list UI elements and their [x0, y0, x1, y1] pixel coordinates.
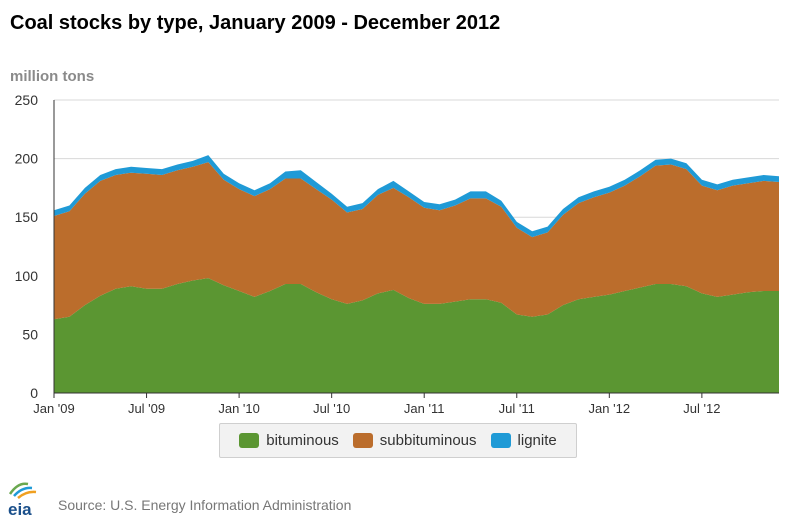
eia-logo: eia — [8, 482, 37, 518]
x-tick-label-2010-07: Jul '10 — [313, 401, 350, 416]
y-axis-unit-label: million tons — [10, 68, 95, 85]
legend-swatch-subbituminous — [352, 433, 373, 448]
x-tick-label-2009-07: Jul '09 — [128, 401, 165, 416]
legend-label-lignite: lignite — [517, 432, 557, 449]
y-tick-label-0: 0 — [30, 385, 38, 401]
coal-stocks-area-chart: 0 50 100 150 200 250 Jan '09 Jul '09 Jan '10 Jul … — [15, 92, 779, 416]
legend-item-subbituminous[interactable]: subbituminous — [352, 432, 477, 449]
legend-label-bituminous: bituminous — [266, 432, 339, 449]
x-tick-label-2010-01: Jan '10 — [218, 401, 260, 416]
x-tick-label-2009-01: Jan '09 — [33, 401, 75, 416]
y-tick-label-250: 250 — [15, 92, 39, 108]
x-tick-label-2011-07: Jul '11 — [499, 401, 535, 416]
chart-title: Coal stocks by type, January 2009 - Dece… — [10, 12, 501, 34]
x-tick-label-2012-07: Jul '12 — [683, 401, 720, 416]
chart-legend: bituminous subbituminous lignite — [219, 423, 577, 458]
legend-swatch-lignite — [490, 433, 511, 448]
y-tick-label-200: 200 — [15, 151, 39, 167]
area-series-subbituminous — [54, 162, 779, 320]
y-tick-label-150: 150 — [15, 209, 39, 225]
legend-swatch-bituminous — [239, 433, 260, 448]
legend-item-bituminous[interactable]: bituminous — [239, 432, 339, 449]
x-tick-label-2011-01: Jan '11 — [404, 401, 445, 416]
y-tick-label-50: 50 — [22, 326, 38, 342]
eia-logo-text: eia — [8, 500, 32, 518]
source-note: Source: U.S. Energy Information Administ… — [58, 497, 352, 513]
legend-item-lignite[interactable]: lignite — [490, 432, 557, 449]
y-tick-label-100: 100 — [15, 268, 39, 284]
legend-label-subbituminous: subbituminous — [379, 432, 477, 449]
area-series-bituminous — [54, 278, 779, 393]
x-tick-label-2012-01: Jan '12 — [589, 401, 631, 416]
